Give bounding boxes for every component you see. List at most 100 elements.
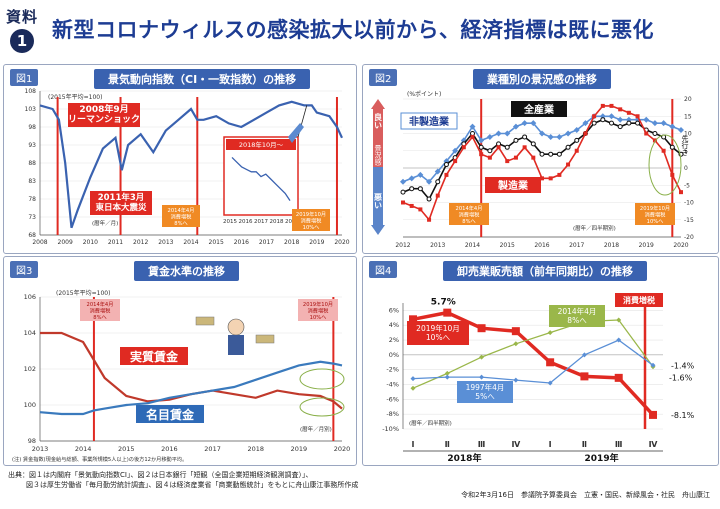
fig4-point-2014 <box>616 317 622 323</box>
fig2-point-all-industry <box>426 196 432 202</box>
fig4-xtick: Ⅱ <box>445 440 450 449</box>
fig1-xtick: 2009 <box>58 239 73 246</box>
figure-1-label: 図1 <box>10 69 39 86</box>
fig2-point-manufacturing <box>566 162 571 167</box>
figure-2-label: 図2 <box>369 69 398 86</box>
fig4-point-2019 <box>580 372 589 381</box>
fig2-point-all-industry <box>487 148 493 154</box>
fig3-event-label: 2019年10月消費増税 10%へ <box>303 300 333 321</box>
figure-4-panel: 6% 4% 2% 0% -2% -4% -6% -8% -10% Ⅰ Ⅱ Ⅲ Ⅳ Ⅰ Ⅱ Ⅲ Ⅳ 2018年 201… <box>362 256 719 466</box>
fig2-ytick: 5 <box>684 148 688 155</box>
fig1-inset-title-bg <box>226 139 296 150</box>
fig4-xtick: Ⅰ <box>549 440 552 449</box>
fig1-note: (2015年平均=100) <box>48 93 102 101</box>
fig2-ytick: -15 <box>684 217 694 224</box>
fig4-point-2019 <box>649 410 657 419</box>
fig2-point-manufacturing <box>496 145 501 150</box>
fig2-point-non-manufacturing <box>452 147 459 154</box>
fig2-point-manufacturing <box>470 134 475 139</box>
fig2-point-non-manufacturing <box>651 120 658 127</box>
fig4-xtick: Ⅲ <box>615 440 623 449</box>
fig2-point-all-industry <box>626 120 632 126</box>
fig4-point-2014 <box>479 354 485 360</box>
fig3-footnote: (注) 賃金指数(現金給与総額、事業所規模5人以上)の後方12か月移動平均。 <box>12 455 187 463</box>
fig2-event-label: 2014年4月消費増税 8%へ <box>456 204 483 225</box>
fig2-point-all-industry <box>443 162 449 168</box>
fig4-line-2014 <box>412 319 654 389</box>
fig2-point-manufacturing <box>461 145 466 150</box>
fig2-point-all-industry <box>496 141 502 147</box>
fig4-point-2014 <box>513 341 519 347</box>
fig1-xtick: 2015 <box>209 239 224 246</box>
fig1-ytick: 93 <box>28 142 36 149</box>
fig3-highlight-ellipse <box>299 368 345 390</box>
fig1-inset-xtick: 2016 <box>239 219 253 225</box>
fig4-point-1997 <box>547 380 553 386</box>
fig1-xtick: 2008 <box>32 239 47 246</box>
fig1-ytick: 83 <box>28 178 36 185</box>
fig2-xtick: 2019 <box>639 242 654 249</box>
fig2-highlight-ellipse <box>648 134 682 196</box>
fig1-ytick: 68 <box>28 232 36 239</box>
fig2-point-non-manufacturing <box>539 130 545 137</box>
fig2-point-non-manufacturing <box>495 130 502 137</box>
fig3-ytick: 104 <box>24 329 36 337</box>
fig4-point-1997 <box>650 362 656 368</box>
fig2-point-manufacturing <box>513 155 518 160</box>
fig4-point-1997 <box>513 377 519 383</box>
fig1-ytick: 78 <box>28 196 36 203</box>
fig2-point-non-manufacturing <box>486 133 493 140</box>
fig2-point-manufacturing <box>401 200 405 205</box>
fig1-ytick: 108 <box>25 88 37 95</box>
fig4-point-2014 <box>444 370 450 376</box>
fig2-point-manufacturing <box>435 193 440 198</box>
fig2-xtick: 2015 <box>500 242 515 249</box>
fig4-point-2019 <box>511 327 520 336</box>
badge-number: 1 <box>10 29 34 53</box>
fig2-xtick: 2017 <box>569 242 584 249</box>
fig2-xtick: 2013 <box>430 242 445 249</box>
fig3-series-tag <box>120 347 188 365</box>
fig2-point-all-industry <box>400 189 406 195</box>
fig2-point-non-manufacturing <box>434 168 441 175</box>
fig2-point-all-industry <box>513 137 519 143</box>
fig2-point-all-industry <box>522 134 528 140</box>
fig3-xtick: 2014 <box>75 445 92 453</box>
fig4-point-1997 <box>479 374 485 380</box>
fig1-series-line <box>39 100 343 229</box>
fig2-point-all-industry <box>591 120 597 126</box>
fig2-point-manufacturing <box>652 138 657 143</box>
fig2-point-all-industry <box>539 151 545 157</box>
fig1-arrow-icon <box>288 123 304 143</box>
fig3-real-wage-line <box>40 331 343 410</box>
fig1-ytick: 103 <box>25 106 37 113</box>
fig2-xtick: 2020 <box>673 242 688 249</box>
fig4-ytick: -10% <box>382 425 399 433</box>
fig2-point-all-industry <box>635 120 641 126</box>
fig4-point-2014 <box>410 385 416 391</box>
fig1-event-box <box>162 205 200 227</box>
fig3-nominal-wage-line <box>39 360 343 416</box>
fig4-point-2014 <box>547 330 553 336</box>
header: 資料 1 新型コロナウィルスの感染拡大以前から、経済指標は既に悪化 <box>0 0 720 62</box>
fig4-point-1997 <box>444 374 450 380</box>
fig2-point-manufacturing <box>505 159 510 164</box>
fig2-point-non-manufacturing <box>669 123 676 130</box>
figure-4-label: 図4 <box>369 261 398 278</box>
fig4-data-label: -1.6% <box>669 374 693 383</box>
fig4-xtick: Ⅰ <box>412 440 415 449</box>
fig4-event-label: 1997年4月 5%へ <box>466 382 505 401</box>
fig1-xtick: 2013 <box>158 239 173 246</box>
fig2-event-box <box>635 203 675 225</box>
fig2-point-non-manufacturing <box>530 120 537 127</box>
fig4-event-label: 2014年4月 8%へ <box>558 306 597 325</box>
fig2-ytick: -5 <box>684 182 690 189</box>
fig1-ytick: 98 <box>28 124 36 131</box>
fig2-point-manufacturing <box>540 176 544 181</box>
fig1-event-label: 2011年3月東日本大震災 <box>95 192 147 213</box>
fig4-ytick: -6% <box>386 395 399 403</box>
fig3-series-name: 実質賃金 <box>130 349 179 364</box>
fig4-data-label: -8.1% <box>671 411 695 420</box>
fig3-series-name: 名目賃金 <box>146 407 195 422</box>
fig2-point-non-manufacturing <box>565 130 572 137</box>
